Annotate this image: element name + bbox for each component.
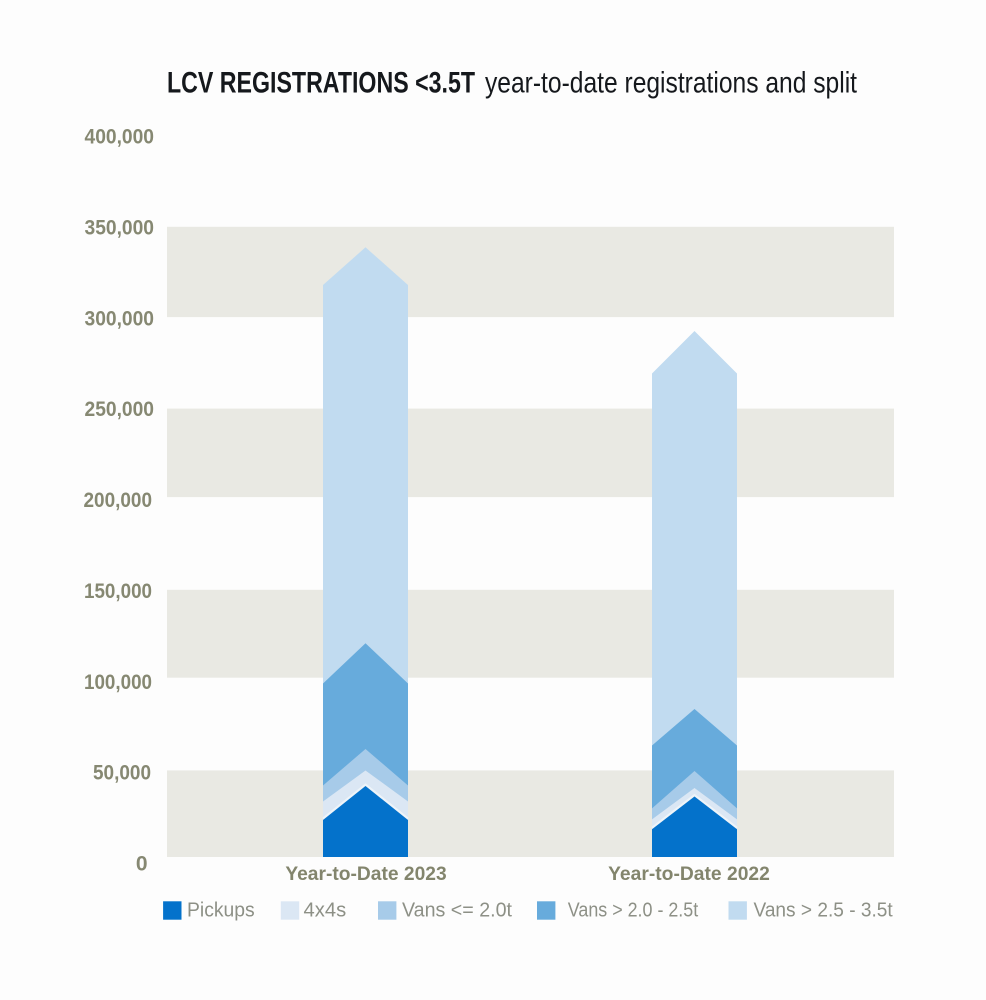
svg-text:50,000: 50,000 [93,762,151,785]
svg-text:0: 0 [136,853,148,876]
svg-text:LCV REGISTRATIONS <3.5T: LCV REGISTRATIONS <3.5T [167,67,475,100]
svg-text:150,000: 150,000 [84,580,152,603]
svg-text:year-to-date registrations and: year-to-date registrations and split [485,67,858,100]
svg-text:250,000: 250,000 [85,398,155,421]
svg-text:Pickups: Pickups [187,899,255,922]
svg-text:350,000: 350,000 [85,216,155,239]
svg-text:Year-to-Date 2022: Year-to-Date 2022 [608,863,770,885]
svg-text:Year-to-Date 2023: Year-to-Date 2023 [285,863,446,885]
svg-text:300,000: 300,000 [85,307,155,330]
svg-text:400,000: 400,000 [85,126,155,149]
svg-text:100,000: 100,000 [84,671,152,694]
svg-text:200,000: 200,000 [84,489,153,512]
svg-text:Vans > 2.0 - 2.5t: Vans > 2.0 - 2.5t [568,899,699,922]
svg-text:4x4s: 4x4s [304,899,347,922]
svg-text:Vans <= 2.0t: Vans <= 2.0t [402,899,512,922]
svg-text:Vans > 2.5 - 3.5t: Vans > 2.5 - 3.5t [754,899,893,922]
